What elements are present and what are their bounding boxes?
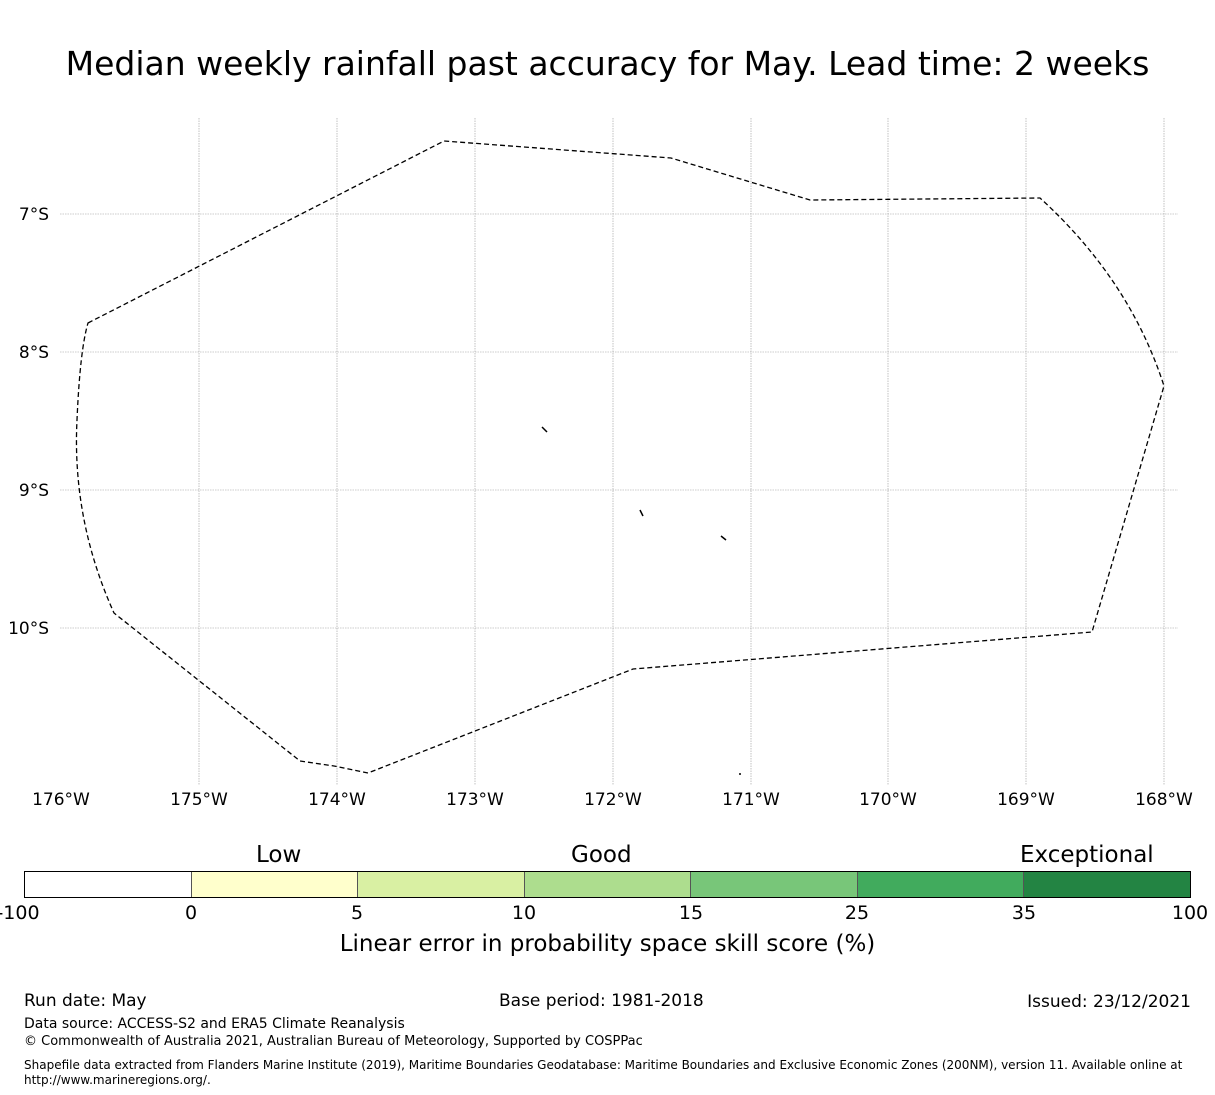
eez-boundary	[75, 140, 1165, 774]
legend-category-low: Low	[256, 842, 302, 868]
colorbar-segment	[1024, 872, 1191, 897]
colorbar-tick: -100	[0, 902, 40, 924]
latitude-labels: 7°S 8°S 9°S 10°S	[8, 205, 49, 639]
lat-label-7s: 7°S	[19, 205, 49, 225]
colorbar-tick: 35	[1011, 902, 1037, 924]
run-date: Run date: May	[24, 991, 147, 1011]
lat-label-8s: 8°S	[19, 343, 49, 363]
island-fakaofo	[720, 535, 727, 541]
lon-label-173w: 173°W	[446, 790, 504, 810]
lon-label-172w: 172°W	[584, 790, 642, 810]
colorbar-segment	[857, 872, 1025, 897]
island-atafu	[541, 426, 548, 433]
lon-label-170w: 170°W	[859, 790, 917, 810]
colorbar-segment	[691, 872, 858, 897]
longitude-labels: 176°W 175°W 174°W 173°W 172°W 171°W 170°…	[32, 790, 1193, 810]
island-nukunonu	[639, 509, 644, 517]
lon-label-171w: 171°W	[722, 790, 780, 810]
colorbar	[24, 871, 1191, 898]
lat-label-9s: 9°S	[19, 481, 49, 501]
colorbar-segment	[191, 872, 359, 897]
lon-label-175w: 175°W	[170, 790, 228, 810]
copyright-notice: © Commonwealth of Australia 2021, Austra…	[24, 1034, 643, 1049]
colorbar-axis-title: Linear error in probability space skill …	[339, 931, 876, 957]
colorbar-tick: 15	[678, 902, 704, 924]
colorbar-segment	[524, 872, 692, 897]
map-title: Median weekly rainfall past accuracy for…	[65, 44, 1150, 83]
colorbar-tick: 5	[350, 902, 364, 924]
base-period: Base period: 1981-2018	[499, 991, 704, 1011]
lat-label-10s: 10°S	[8, 619, 49, 639]
gridlines	[60, 118, 1178, 785]
shapefile-note: Shapefile data extracted from Flanders M…	[24, 1058, 1183, 1087]
colorbar-tick: 100	[1171, 902, 1209, 924]
lon-label-168w: 168°W	[1135, 790, 1193, 810]
legend-category-good: Good	[571, 842, 632, 868]
legend-category-exceptional: Exceptional	[1020, 842, 1154, 868]
colorbar-segment	[358, 872, 525, 897]
lon-label-176w: 176°W	[32, 790, 90, 810]
map-panel: 176°W 175°W 174°W 173°W 172°W 171°W 170°…	[8, 118, 1193, 810]
data-source: Data source: ACCESS-S2 and ERA5 Climate …	[24, 1016, 405, 1032]
issued-date: Issued: 23/12/2021	[1027, 992, 1191, 1012]
lon-label-174w: 174°W	[308, 790, 366, 810]
colorbar-tick: 25	[844, 902, 870, 924]
colorbar-tick: 10	[511, 902, 537, 924]
colorbar-tick: 0	[184, 902, 198, 924]
colorbar-segment	[25, 872, 192, 897]
lon-label-169w: 169°W	[997, 790, 1055, 810]
islands	[541, 426, 741, 775]
